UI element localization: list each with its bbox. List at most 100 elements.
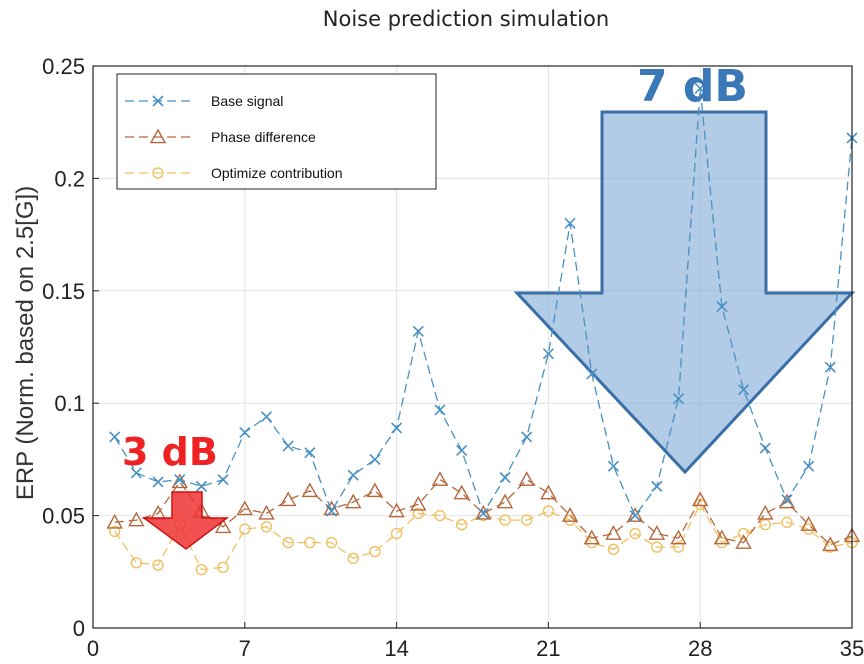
data-point: [217, 561, 229, 574]
data-point: [518, 471, 535, 486]
data-point: [304, 447, 316, 459]
annotation-3db-arrow: [141, 491, 230, 550]
data-point: [781, 494, 793, 506]
data-point: [108, 525, 121, 538]
data-point: [540, 484, 557, 500]
data-point: [737, 527, 750, 540]
data-point: [236, 500, 253, 516]
data-point: [366, 482, 384, 498]
data-point: [629, 527, 641, 540]
data-point: [648, 525, 666, 540]
series-triangle: [106, 471, 861, 552]
data-point: [564, 217, 576, 229]
data-point: [586, 368, 598, 380]
plot-frame: [92, 65, 853, 629]
x-tick-label: 28: [688, 636, 712, 661]
data-point: [521, 514, 533, 526]
data-point: [455, 518, 468, 531]
data-point: [217, 474, 229, 486]
annotation-3db-arrow-group: [141, 491, 230, 550]
data-point: [369, 453, 381, 465]
data-point: [757, 504, 774, 520]
annotation-7db-arrow: [513, 110, 856, 475]
data-point: [626, 507, 644, 522]
x-tick-label: 7: [239, 636, 251, 661]
data-point: [152, 476, 164, 488]
data-point: [521, 431, 533, 443]
data-point: [369, 545, 381, 558]
data-point: [239, 426, 251, 438]
data-point: [499, 514, 511, 526]
data-point: [629, 510, 641, 522]
data-point: [301, 482, 319, 498]
data-point: [388, 502, 405, 518]
data-point: [477, 507, 489, 519]
data-point: [456, 444, 468, 456]
data-point: [651, 480, 663, 492]
data-point: [390, 527, 403, 540]
series-line: [114, 478, 853, 546]
data-point: [260, 521, 273, 533]
data-point: [605, 525, 622, 540]
data-point: [434, 404, 446, 416]
data-point: [735, 534, 752, 549]
annotation-3db-label: 3 dB: [122, 430, 218, 474]
chart-title: Noise prediction simulation: [323, 7, 609, 31]
y-tick-label: 0.05: [42, 504, 85, 529]
data-point: [694, 82, 706, 95]
data-point: [542, 505, 555, 517]
y-tick-label: 0.1: [54, 391, 85, 416]
data-point: [651, 541, 663, 553]
data-point: [713, 529, 731, 545]
data-point: [561, 507, 579, 522]
data-point: [195, 480, 207, 492]
x-tick-label: 14: [384, 636, 408, 661]
data-point: [499, 471, 511, 483]
data-point: [802, 523, 815, 535]
legend-label: Base signal: [211, 93, 283, 109]
data-point: [434, 509, 446, 522]
data-point: [410, 495, 427, 511]
data-point: [800, 516, 817, 531]
data-point: [347, 552, 359, 565]
data-point: [803, 460, 815, 472]
data-point: [391, 422, 403, 434]
legend-marker: [152, 95, 164, 107]
data-point: [214, 518, 232, 534]
data-point: [759, 442, 771, 454]
data-point: [325, 536, 338, 549]
data-point: [824, 361, 836, 373]
y-axis-ticks: 0 0.05 0.1 0.15 0.2 0.25: [42, 54, 99, 641]
data-point: [822, 536, 839, 552]
series-layer: [106, 82, 861, 576]
data-point: [431, 471, 449, 486]
data-point: [672, 541, 685, 553]
data-point: [152, 559, 164, 571]
data-point: [347, 469, 359, 481]
data-point: [607, 460, 620, 472]
legend-label: Optimize contribution: [211, 165, 343, 181]
data-point: [672, 393, 685, 405]
data-point: [778, 493, 796, 509]
data-point: [607, 543, 620, 556]
data-point: [282, 440, 294, 452]
data-point: [496, 493, 514, 509]
legend-box: [116, 73, 437, 190]
data-point: [130, 557, 143, 569]
y-tick-label: 0.2: [54, 166, 85, 191]
y-tick-label: 0: [73, 616, 85, 641]
data-point: [325, 505, 338, 517]
data-point: [174, 474, 186, 486]
data-point: [583, 529, 600, 545]
x-axis-ticks: 0 7 14 21 28 35: [87, 622, 864, 661]
data-point: [282, 536, 294, 549]
annotation-7db-arrow-group: [513, 110, 856, 475]
data-point: [670, 529, 687, 545]
series-x: [109, 82, 858, 522]
data-point: [260, 411, 273, 423]
data-point: [304, 536, 316, 549]
series-circle: [108, 498, 858, 576]
y-axis-label: ERP (Norm. based on 2.5[G]): [12, 186, 39, 500]
data-point: [128, 511, 145, 527]
